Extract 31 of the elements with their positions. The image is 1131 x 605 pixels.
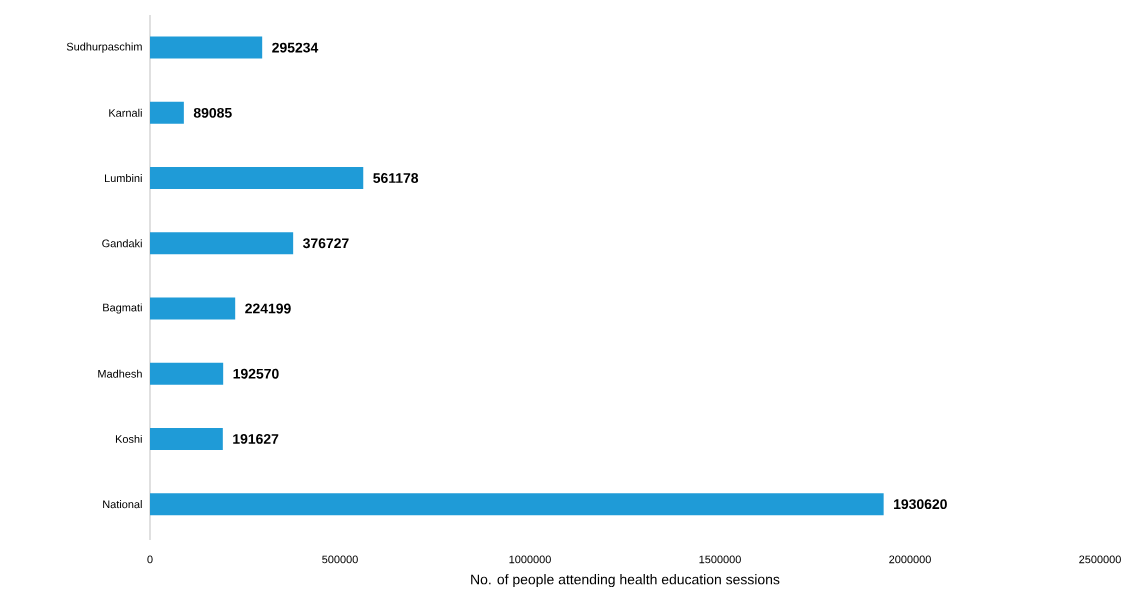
x-tick-label: 2000000	[889, 555, 931, 564]
y-tick-label: Koshi	[115, 434, 142, 443]
y-tick-label: Madhesh	[98, 369, 142, 378]
bar	[150, 101, 184, 124]
data-label: 295234	[272, 42, 319, 53]
y-tick-label: Lumbini	[105, 174, 142, 183]
data-label: 192570	[233, 368, 279, 379]
bar	[150, 493, 884, 516]
x-tick-label: 1500000	[699, 555, 741, 564]
bar	[150, 232, 294, 255]
bar	[150, 167, 364, 190]
x-tick-label: 2500000	[1079, 555, 1121, 564]
x-tick-label: 1000000	[509, 555, 551, 564]
data-label: 561178	[373, 173, 419, 183]
x-tick-label: 500000	[322, 555, 358, 564]
data-label: 1930620	[894, 499, 947, 510]
bar	[150, 36, 263, 59]
y-tick-label: Sudhurpaschim	[66, 42, 142, 53]
bar	[150, 362, 224, 385]
data-label: 191627	[233, 433, 279, 444]
x-axis-title: No. of people attending health education sessions	[471, 574, 780, 588]
data-label: 89085	[193, 107, 232, 118]
data-label: 224199	[245, 303, 291, 314]
y-tick-label: Gandaki	[102, 239, 142, 248]
bar	[150, 297, 236, 320]
bar	[150, 427, 223, 450]
x-tick-label: 0	[147, 555, 153, 564]
y-tick-label: Karnali	[109, 108, 142, 117]
y-tick-label: National	[103, 500, 142, 509]
data-label: 376727	[302, 238, 349, 249]
y-tick-label: Bagmati	[103, 303, 142, 314]
